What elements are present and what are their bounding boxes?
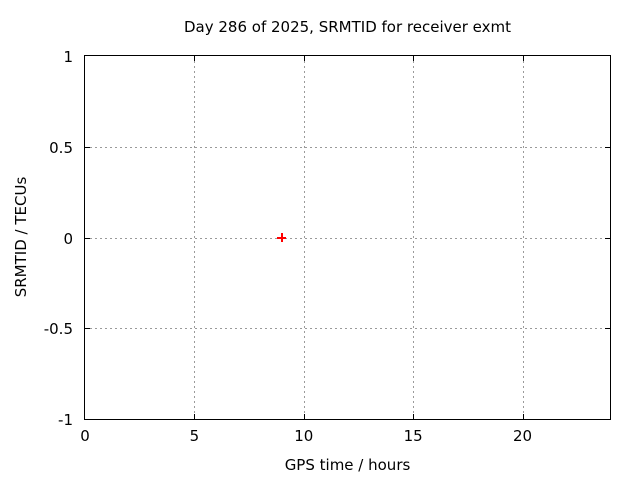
x-tick-label: 20 <box>512 427 533 445</box>
y-tick-label: -1 <box>58 411 73 429</box>
x-tick-label: 0 <box>80 427 90 445</box>
y-tick-label: 0.5 <box>49 138 73 157</box>
gridline-horizontal <box>85 146 610 148</box>
x-tick-mark-top <box>303 56 305 61</box>
y-tick-mark-left <box>85 328 90 330</box>
gridline-horizontal <box>85 237 610 239</box>
x-tick-mark-bottom <box>413 414 415 419</box>
x-tick-label: 10 <box>294 427 314 445</box>
x-tick-mark-top <box>522 56 524 61</box>
x-tick-label: 5 <box>189 427 200 445</box>
y-tick-mark-right <box>605 237 610 239</box>
y-tick-mark-left <box>85 146 90 148</box>
data-point-marker <box>280 233 283 242</box>
chart-title: Day 286 of 2025, SRMTID for receiver exm… <box>184 18 511 36</box>
y-tick-mark-right <box>605 146 610 148</box>
x-tick-mark-bottom <box>303 414 305 419</box>
x-tick-mark-top <box>413 56 415 61</box>
y-tick-mark-left <box>85 237 90 239</box>
x-axis-label: GPS time / hours <box>284 456 411 474</box>
y-tick-label: 0 <box>63 229 73 248</box>
x-tick-mark-bottom <box>194 414 196 419</box>
y-tick-mark-right <box>605 328 610 330</box>
gridline-horizontal <box>85 328 610 330</box>
x-tick-mark-bottom <box>522 414 524 419</box>
x-tick-mark-top <box>194 56 196 61</box>
y-tick-label: 1 <box>63 48 73 66</box>
y-tick-label: -0.5 <box>43 320 73 339</box>
x-tick-label: 15 <box>403 427 423 445</box>
